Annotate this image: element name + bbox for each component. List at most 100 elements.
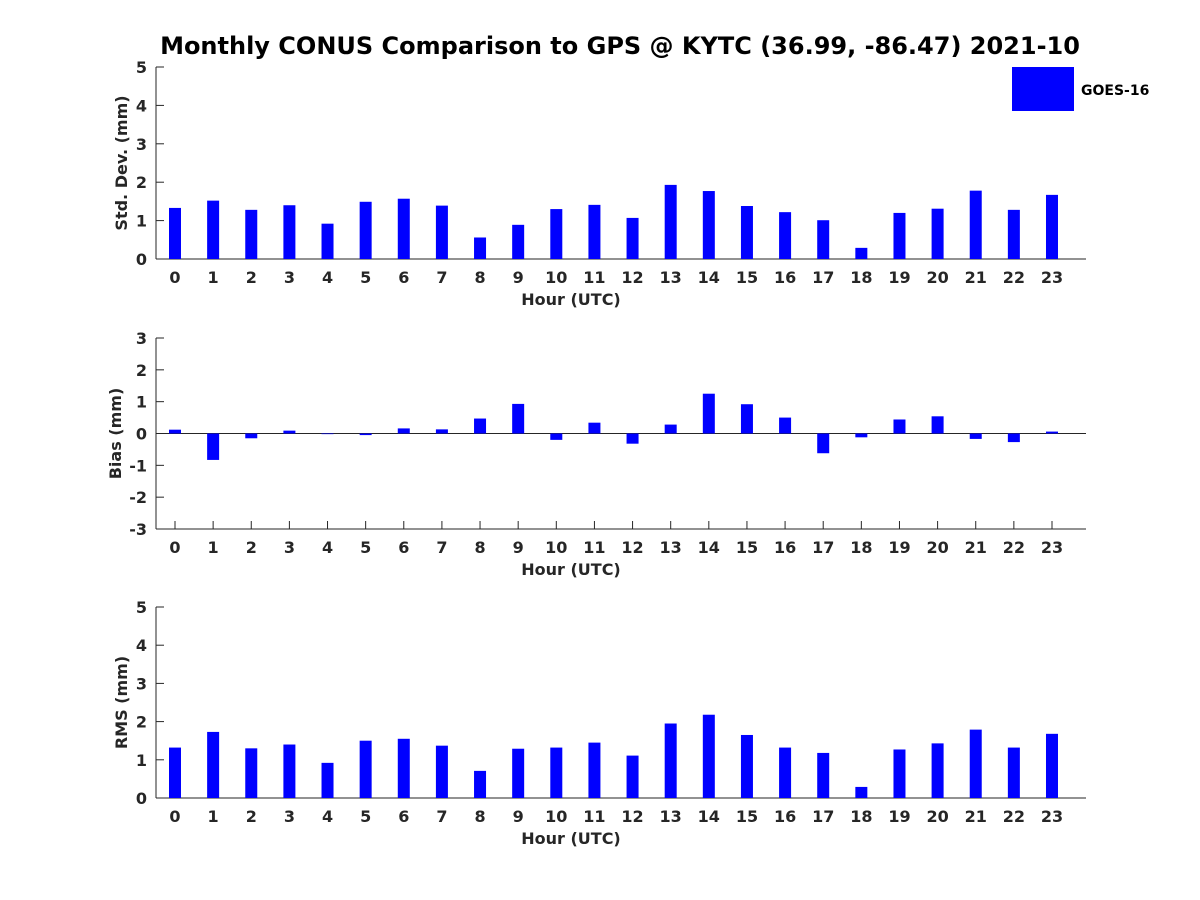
bias-bar-hour-20: [931, 416, 944, 434]
std-dev-y-tick-label: 5: [136, 58, 147, 77]
bias-x-tick-label: 8: [474, 538, 485, 557]
legend: GOES-16: [1012, 67, 1149, 111]
bias-y-tick-label: 1: [136, 393, 147, 412]
rms-y-tick-label: 1: [136, 751, 147, 770]
rms-bar-hour-14: [702, 714, 715, 798]
rms-x-axis-label: Hour (UTC): [521, 829, 621, 848]
bias-x-tick-label: 1: [208, 538, 219, 557]
bias-bar-hour-12: [626, 433, 639, 444]
rms-bar-hour-15: [740, 734, 753, 798]
std-dev-bar-hour-7: [435, 205, 448, 259]
bias-x-tick-label: 20: [926, 538, 948, 557]
rms-x-tick-label: 21: [965, 807, 987, 826]
bias-bar-hour-3: [283, 430, 296, 434]
std-dev-x-tick-label: 16: [774, 268, 796, 287]
rms-bar-hour-1: [207, 731, 220, 798]
std-dev-y-tick-label: 3: [136, 135, 147, 154]
std-dev-bar-hour-9: [512, 224, 525, 259]
rms-bar-hour-19: [893, 749, 906, 798]
std-dev-y-axis-label: Std. Dev. (mm): [112, 95, 131, 230]
std-dev-bar-hour-11: [588, 204, 601, 259]
bias-y-tick-label: -1: [129, 456, 147, 475]
bias-y-tick-label: -3: [129, 520, 147, 539]
bias-x-tick-label: 13: [660, 538, 682, 557]
std-dev-bar-hour-18: [855, 247, 868, 259]
std-dev-bar-hour-19: [893, 212, 906, 259]
rms-y-tick-label: 4: [136, 636, 147, 655]
std-dev-x-tick-label: 14: [698, 268, 720, 287]
bias-x-tick-label: 10: [545, 538, 567, 557]
rms-bar-hour-21: [969, 729, 982, 798]
rms-x-tick-label: 14: [698, 807, 720, 826]
bias-bar-hour-5: [359, 433, 372, 436]
std-dev-y-tick-label: 4: [136, 96, 147, 115]
rms-x-tick-label: 15: [736, 807, 758, 826]
bias-x-tick-label: 2: [246, 538, 257, 557]
rms-x-tick-label: 10: [545, 807, 567, 826]
std-dev-x-tick-label: 17: [812, 268, 834, 287]
rms-bar-hour-17: [817, 752, 830, 798]
legend-swatch-goes-16: [1012, 67, 1074, 111]
bias-x-tick-label: 0: [169, 538, 180, 557]
bias-x-tick-label: 9: [513, 538, 524, 557]
bias-x-tick-label: 16: [774, 538, 796, 557]
rms-x-tick-label: 22: [1003, 807, 1025, 826]
rms-bar-hour-9: [512, 748, 525, 798]
rms-x-tick-label: 8: [474, 807, 485, 826]
chart-title: Monthly CONUS Comparison to GPS @ KYTC (…: [160, 32, 1080, 60]
rms-bar-hour-3: [283, 744, 296, 798]
bias-bar-hour-18: [855, 433, 868, 438]
bias-x-tick-label: 17: [812, 538, 834, 557]
bias-y-tick-label: 2: [136, 361, 147, 380]
rms-y-tick-label: 3: [136, 674, 147, 693]
rms-bar-hour-6: [397, 738, 410, 798]
rms-bar-hour-18: [855, 786, 868, 798]
rms-x-tick-label: 6: [398, 807, 409, 826]
std-dev-x-tick-label: 7: [436, 268, 447, 287]
bias-x-tick-label: 6: [398, 538, 409, 557]
rms-bar-hour-16: [779, 747, 792, 798]
bias-bar-hour-17: [817, 433, 830, 454]
rms-x-tick-label: 2: [246, 807, 257, 826]
std-dev-bar-hour-21: [969, 190, 982, 259]
rms-bar-hour-22: [1007, 747, 1020, 798]
rms-x-tick-label: 0: [169, 807, 180, 826]
rms-bar-hour-12: [626, 755, 639, 798]
std-dev-x-tick-label: 3: [284, 268, 295, 287]
std-dev-bar-hour-14: [702, 191, 715, 259]
rms-x-tick-label: 11: [583, 807, 605, 826]
bias-x-tick-label: 23: [1041, 538, 1063, 557]
rms-x-tick-label: 12: [621, 807, 643, 826]
std-dev-x-tick-label: 13: [660, 268, 682, 287]
std-dev-bar-hour-10: [550, 209, 563, 259]
std-dev-bar-hour-5: [359, 201, 372, 259]
rms-x-tick-label: 9: [513, 807, 524, 826]
std-dev-y-tick-label: 2: [136, 173, 147, 192]
std-dev-x-axis-label: Hour (UTC): [521, 290, 621, 309]
rms-x-tick-label: 4: [322, 807, 333, 826]
bias-bar-hour-23: [1045, 431, 1058, 434]
std-dev-x-tick-label: 11: [583, 268, 605, 287]
std-dev-bar-hour-15: [740, 206, 753, 259]
rms-y-tick-label: 5: [136, 598, 147, 617]
bias-x-tick-label: 18: [850, 538, 872, 557]
rms-bar-hour-10: [550, 747, 563, 798]
bias-bar-hour-2: [245, 433, 258, 439]
std-dev-bar-hour-1: [207, 200, 220, 259]
std-dev-x-tick-label: 8: [474, 268, 485, 287]
bias-x-tick-label: 21: [965, 538, 987, 557]
bias-bar-hour-4: [321, 433, 334, 435]
std-dev-bar-hour-8: [474, 237, 487, 259]
rms-bar-hour-11: [588, 742, 601, 798]
std-dev-bar-hour-23: [1045, 194, 1058, 259]
bias-bar-hour-15: [740, 404, 753, 434]
rms-bar-hour-2: [245, 748, 258, 798]
bias-y-tick-label: 3: [136, 329, 147, 348]
std-dev-bar-hour-17: [817, 220, 830, 259]
rms-x-tick-label: 3: [284, 807, 295, 826]
std-dev-x-tick-label: 2: [246, 268, 257, 287]
std-dev-x-tick-label: 6: [398, 268, 409, 287]
